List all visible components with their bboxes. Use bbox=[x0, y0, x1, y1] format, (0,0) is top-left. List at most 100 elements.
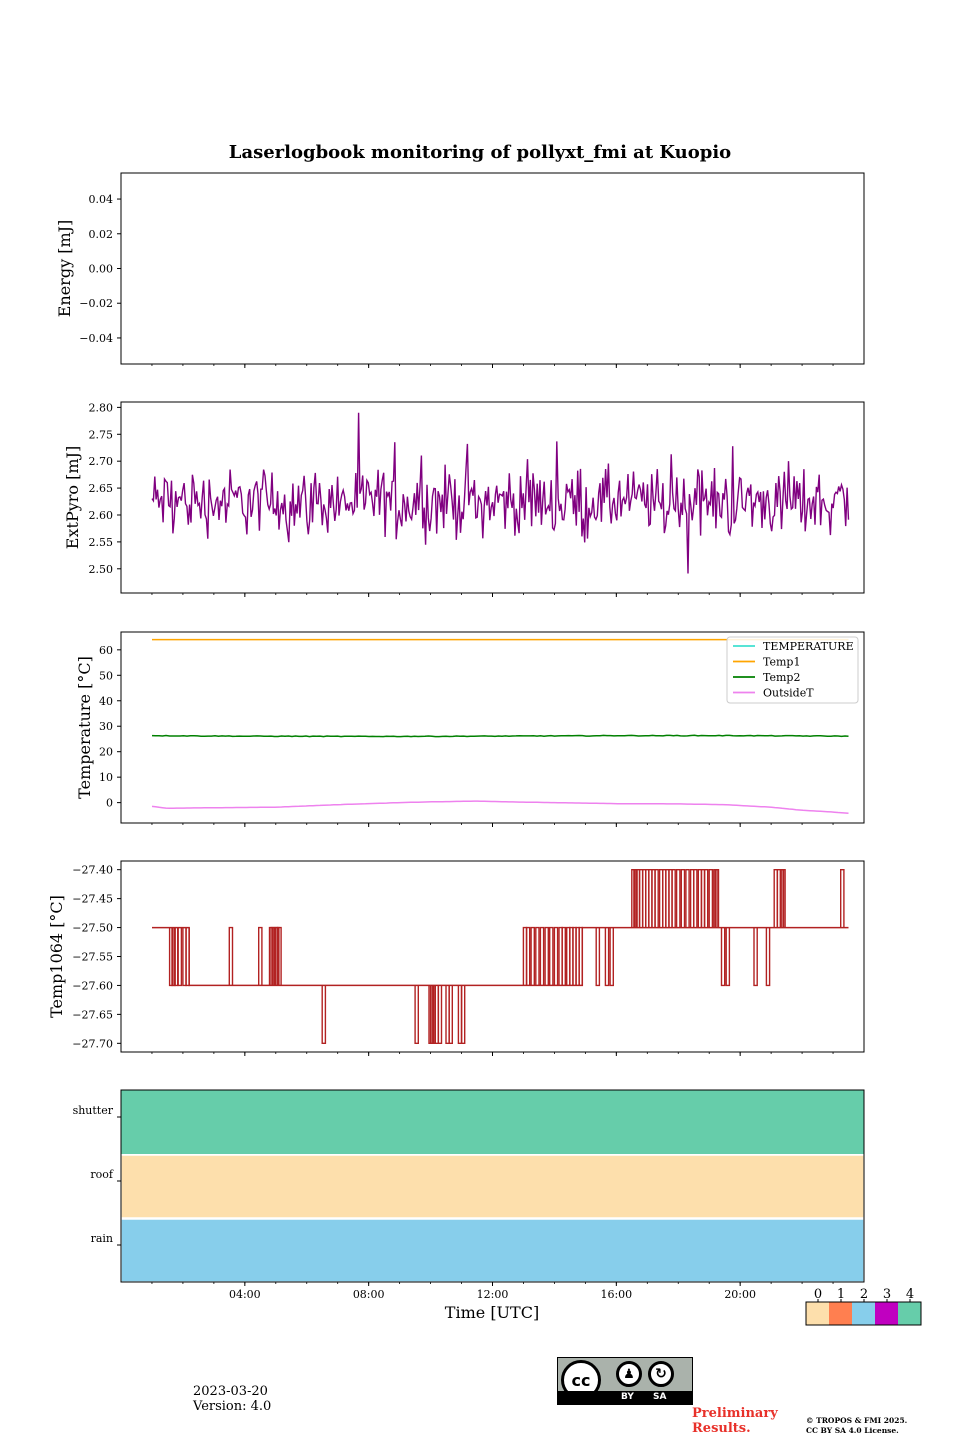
temp1064-panel: −27.70 −27.65 −27.60 −27.55 −27.50 −27.45 −27.… bbox=[47, 860, 865, 1056]
y-tick-label: 2.80 bbox=[89, 401, 114, 414]
attribution-icon: ♟ bbox=[616, 1361, 642, 1387]
x-axis-label: Time [UTC] bbox=[445, 1303, 539, 1322]
extpyro-series-line bbox=[151, 412, 850, 574]
colorbar-cell-1 bbox=[829, 1302, 852, 1325]
y-tick-label: −0.02 bbox=[79, 297, 113, 310]
legend-box bbox=[726, 636, 859, 704]
cc-logo-text: cc bbox=[571, 1370, 591, 1390]
flag-row-roof bbox=[120, 1154, 865, 1219]
y-tick-label: 60 bbox=[99, 644, 113, 657]
axes-frame bbox=[120, 860, 865, 1053]
temp1064-spike bbox=[654, 869, 659, 928]
y-tick-label: 2.70 bbox=[89, 455, 114, 468]
temp1064-spike bbox=[578, 926, 583, 986]
y-tick-label: −0.04 bbox=[79, 332, 113, 345]
y-tick-label: 2.50 bbox=[89, 563, 114, 576]
y-tick-label: −27.65 bbox=[72, 1008, 113, 1021]
badge-bar bbox=[558, 1391, 692, 1404]
x-tick-label: 12:00 bbox=[477, 1288, 509, 1301]
chart-title: Laserlogbook monitoring of pollyxt_fmi a… bbox=[229, 142, 731, 163]
temp1064-spike bbox=[720, 927, 726, 987]
outsidet-series-line bbox=[151, 800, 849, 815]
temp1064-spike bbox=[173, 927, 179, 987]
preliminary-line2: Results. bbox=[692, 1421, 751, 1436]
y-tick-label: 2.60 bbox=[89, 509, 114, 522]
y-tick-label: −27.45 bbox=[72, 893, 113, 906]
temp1064-spike bbox=[277, 926, 282, 986]
legend-label-temp2: Temp2 bbox=[763, 671, 800, 684]
axes-frame bbox=[120, 631, 865, 824]
temp1064-spike bbox=[675, 869, 681, 928]
colorbar-tick-label: 2 bbox=[860, 1287, 868, 1302]
temp1064-spike bbox=[553, 926, 559, 986]
extpyro-panel: 2.50 2.55 2.60 2.65 2.70 2.75 2.80 ExtPyro [mJ] bbox=[63, 401, 865, 597]
y-tick-label: 20 bbox=[99, 746, 113, 759]
temp1064-spike bbox=[437, 985, 443, 1044]
flags-panel: shutter roof rain 04:00 08:00 12:00 16:00 20:00 bbox=[73, 1089, 865, 1301]
legend-label-outsidet: OutsideT bbox=[763, 687, 814, 700]
temp1064-spike bbox=[753, 927, 758, 987]
y-tick-label: 2.65 bbox=[89, 482, 114, 495]
temp2-series-line bbox=[151, 734, 849, 738]
footer-version: Version: 4.0 bbox=[193, 1399, 272, 1414]
temp1064-spike bbox=[168, 927, 174, 987]
y-tick-label: 2.55 bbox=[89, 536, 114, 549]
colorbar-cell-4 bbox=[898, 1302, 921, 1325]
y-tick-label: 0.00 bbox=[89, 263, 114, 276]
temp1064-spike bbox=[539, 926, 545, 986]
temp1064-spike bbox=[604, 927, 610, 987]
y-tick-label: 40 bbox=[99, 695, 113, 708]
preliminary-line1: Preliminary bbox=[692, 1406, 778, 1421]
copyright-line1: © TROPOS & FMI 2025. bbox=[806, 1416, 908, 1425]
colorbar-tick-label: 0 bbox=[814, 1287, 822, 1302]
temp1064-spike bbox=[525, 926, 531, 986]
temp1064-spike bbox=[535, 926, 540, 986]
temp1064-spike bbox=[177, 927, 183, 987]
temp1064-spike bbox=[714, 869, 720, 928]
temp1064-spike bbox=[725, 927, 731, 987]
temperature-panel: 0 10 20 30 40 50 60 Temperature [°C] TEMPERATURE… bbox=[75, 631, 865, 827]
y-tick-label: −27.40 bbox=[72, 864, 113, 877]
y-tick-label: 10 bbox=[99, 771, 113, 784]
temp1064-spike bbox=[781, 869, 786, 928]
y-tick-label: −27.50 bbox=[72, 922, 113, 935]
flag-row-label-rain: rain bbox=[91, 1232, 113, 1245]
extpyro-y-axis-label: ExtPyro [mJ] bbox=[63, 446, 82, 549]
axes-frame bbox=[120, 1089, 865, 1283]
temp1064-spike bbox=[414, 985, 419, 1044]
temp1064-spike bbox=[549, 926, 554, 986]
temp1064-spike bbox=[544, 926, 549, 986]
y-tick-label: 30 bbox=[99, 720, 113, 733]
temp1064-series-line bbox=[152, 926, 849, 987]
axes-frame bbox=[120, 401, 865, 594]
temp1064-spike bbox=[671, 869, 676, 928]
y-tick-label: 50 bbox=[99, 669, 113, 682]
y-tick-label: 0.02 bbox=[89, 228, 114, 241]
temp1064-y-axis-label: Temp1064 [°C] bbox=[47, 895, 66, 1018]
badge-by-label: BY bbox=[621, 1392, 634, 1402]
colorbar-cell-3 bbox=[875, 1302, 898, 1325]
temp1064-spike bbox=[609, 927, 614, 987]
temp1064-spike bbox=[448, 985, 453, 1044]
temp1064-spike bbox=[765, 927, 771, 987]
temp1064-spike bbox=[530, 926, 535, 986]
colorbar-cell-2 bbox=[852, 1302, 875, 1325]
energy-panel: −0.04 −0.02 0.00 0.02 0.04 Energy [mJ] bbox=[55, 172, 865, 368]
copyright-note: © TROPOS & FMI 2025. CC BY SA 4.0 Licens… bbox=[806, 1416, 907, 1436]
temp1064-spike bbox=[460, 985, 466, 1044]
temp1064-spike bbox=[685, 869, 690, 928]
cc-by-sa-license-badge: cc ♟ ↻ BY SA bbox=[557, 1357, 693, 1405]
temp1064-spike bbox=[561, 926, 566, 986]
temp1064-spike bbox=[258, 926, 263, 986]
temp1064-spike bbox=[185, 927, 190, 987]
temp1064-spike bbox=[693, 869, 698, 928]
preliminary-results-note: Preliminary Results. bbox=[692, 1406, 778, 1436]
x-tick-label: 16:00 bbox=[600, 1288, 632, 1301]
colorbar-tick-label: 4 bbox=[906, 1287, 914, 1302]
y-tick-label: −27.60 bbox=[72, 979, 113, 992]
energy-y-axis-label: Energy [mJ] bbox=[55, 220, 74, 318]
badge-sa-label: SA bbox=[653, 1392, 667, 1402]
temp1064-spike bbox=[703, 869, 709, 928]
